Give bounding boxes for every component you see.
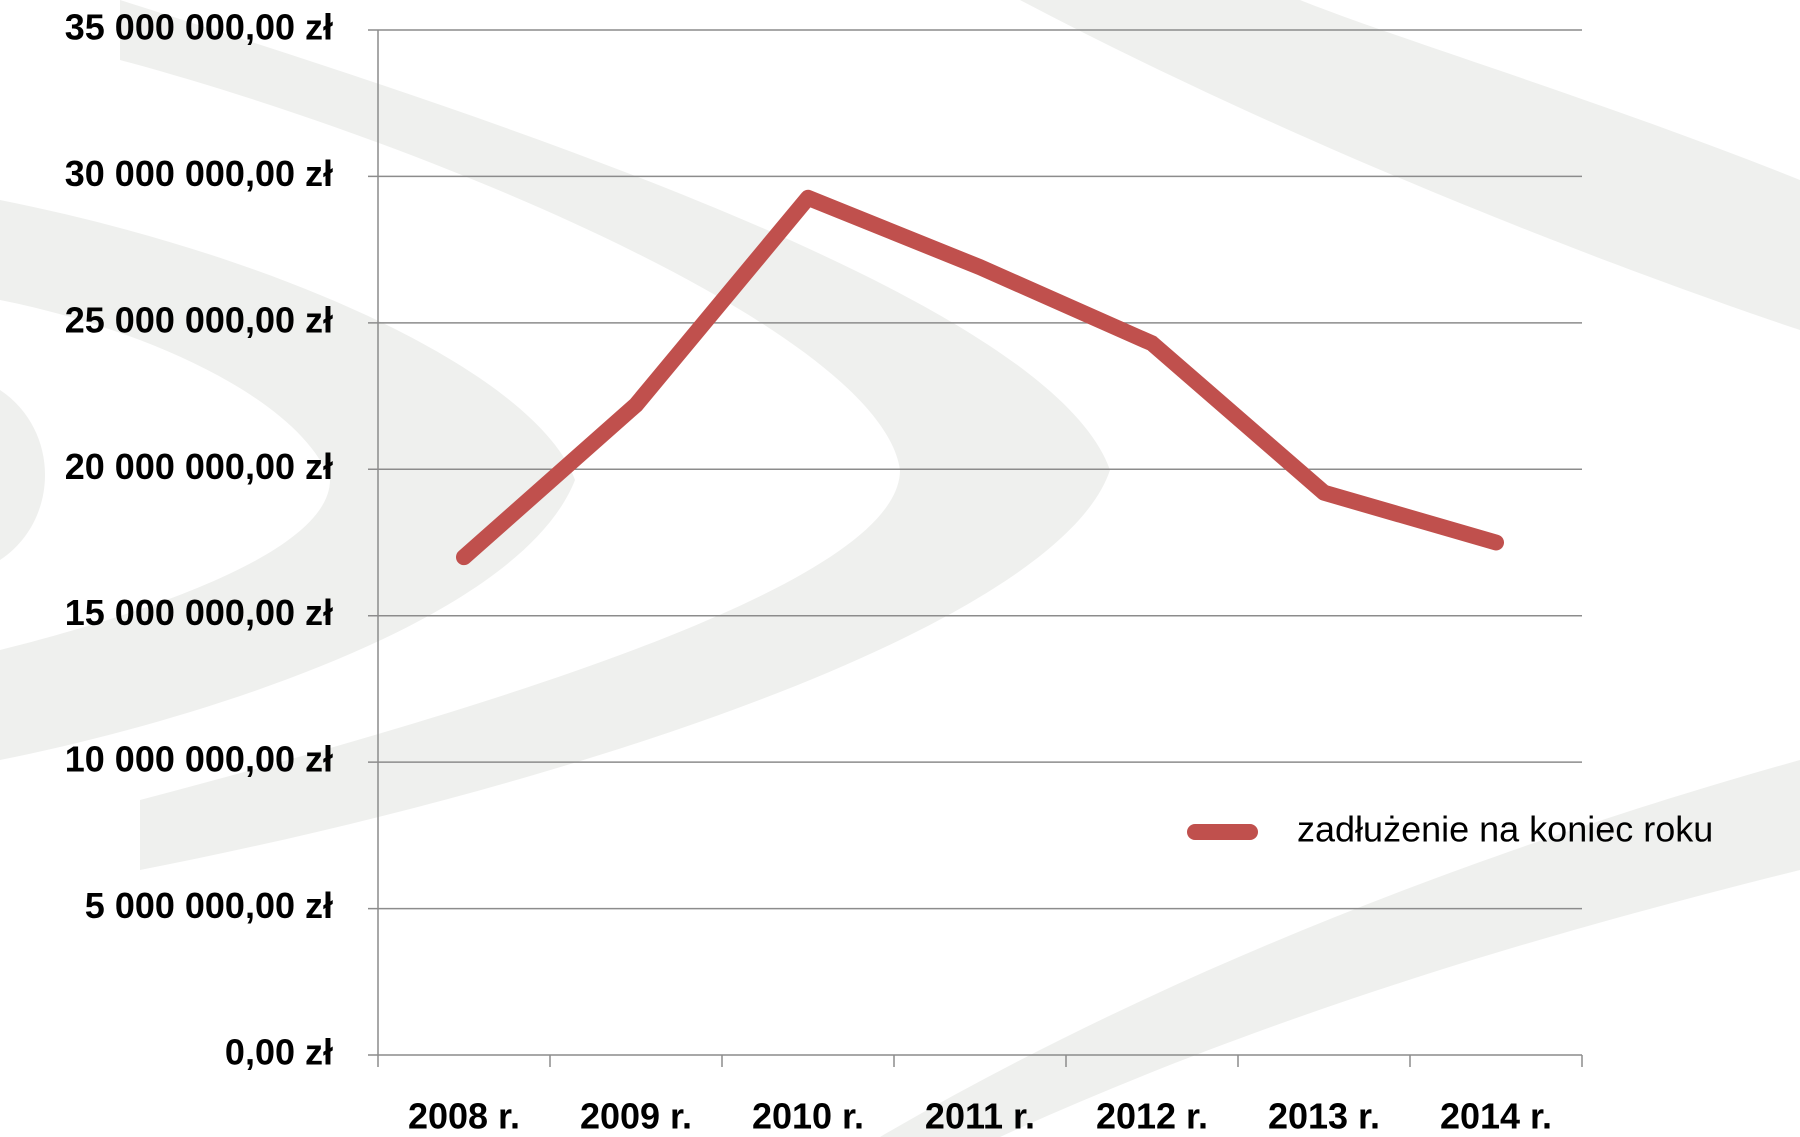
x-tick-label: 2008 r. <box>408 1096 520 1137</box>
data-line <box>456 189 1504 566</box>
y-tick-label: 10 000 000,00 zł <box>65 739 333 780</box>
y-tick-label: 0,00 zł <box>225 1032 333 1073</box>
x-tick-label: 2011 r. <box>925 1096 1035 1137</box>
x-tick-label: 2012 r. <box>1096 1096 1208 1137</box>
y-tick-label: 25 000 000,00 zł <box>65 299 333 340</box>
legend-label: zadłużenie na koniec roku <box>1297 809 1713 850</box>
y-tick-label: 15 000 000,00 zł <box>65 592 333 633</box>
y-tick-label: 35 000 000,00 zł <box>65 7 333 48</box>
plot-area: 0,00 zł 5 000 000,00 zł 10 000 000,00 zł 15… <box>65 7 1714 1137</box>
x-tick-label: 2014 r. <box>1440 1096 1552 1137</box>
y-tick-label: 30 000 000,00 zł <box>65 153 333 194</box>
x-tick-label: 2010 r. <box>752 1096 864 1137</box>
y-tick-label: 5 000 000,00 zł <box>85 885 333 926</box>
x-tick-label: 2009 r. <box>580 1096 692 1137</box>
y-tick-label: 20 000 000,00 zł <box>65 446 333 487</box>
x-tick-label: 2013 r. <box>1268 1096 1380 1137</box>
